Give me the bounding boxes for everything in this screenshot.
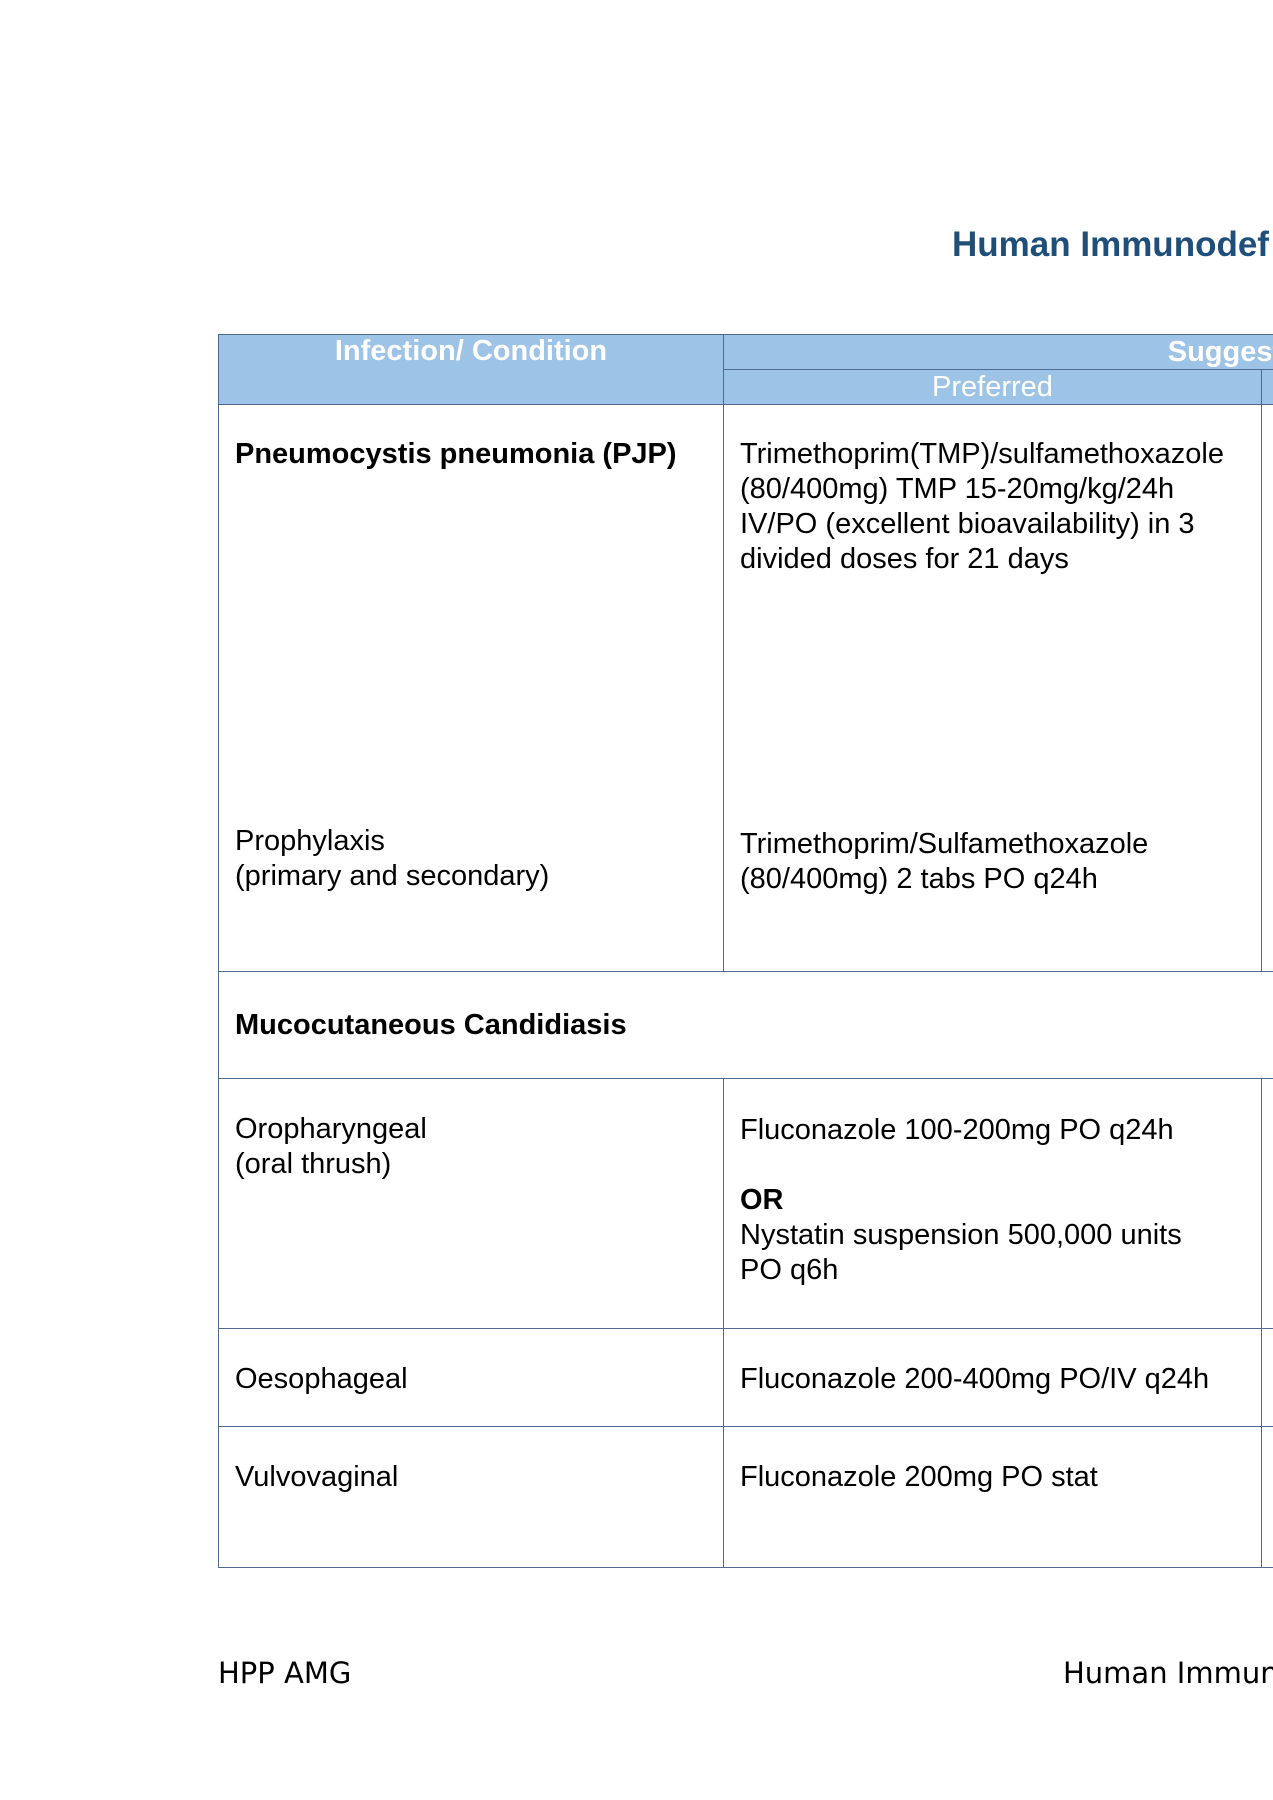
cell-candidiasis-section: Mucocutaneous Candidiasis (218, 971, 1273, 1079)
pjp-preferred-line-3: IV/PO (excellent bioavailability) in 3 (740, 508, 1195, 540)
oesophageal-regimen: Fluconazole 200-400mg PO/IV q24h (740, 1363, 1210, 1395)
header-condition: Infection/ Condition (218, 334, 724, 405)
table-row-candidiasis-section: Mucocutaneous Candidiasis (218, 971, 1273, 1079)
cell-oropharyngeal-alternative (1261, 1078, 1273, 1329)
table-header-row: Infection/ Condition Suggested (218, 334, 1273, 405)
pjp-prophylaxis-line-2: (primary and secondary) (235, 860, 550, 892)
pjp-prophylaxis-label: Prophylaxis (primary and secondary) (235, 824, 549, 894)
guideline-table-wrapper: Infection/ Condition Suggested Preferred… (218, 334, 1273, 1568)
header-suggested: Suggested (723, 334, 1273, 370)
oropharyngeal-line-1: Oropharyngeal (235, 1113, 427, 1145)
pjp-prophylaxis-line-1: Prophylaxis (235, 825, 385, 857)
table-row-pjp: Pneumocystis pneumonia (PJP) Prophylaxis… (218, 404, 1273, 972)
cell-pjp-alternative (1261, 404, 1273, 972)
cell-vulvovaginal-preferred: Fluconazole 200mg PO stat (723, 1426, 1262, 1568)
oropharyngeal-condition: Oropharyngeal (oral thrush) (219, 1079, 723, 1182)
oesophageal-condition: Oesophageal (235, 1363, 408, 1395)
vulvovaginal-regimen: Fluconazole 200mg PO stat (740, 1461, 1098, 1493)
footer-right-text: Human Immunc (1063, 1656, 1273, 1690)
cell-vulvovaginal-condition: Vulvovaginal (218, 1426, 724, 1568)
candidiasis-section-label: Mucocutaneous Candidiasis (235, 1009, 627, 1041)
vulvovaginal-condition: Vulvovaginal (235, 1461, 399, 1493)
pjp-preferred-regimen: Trimethoprim(TMP)/sulfamethoxazole (80/4… (740, 437, 1224, 577)
oropharyngeal-regimen-line-1: Fluconazole 100-200mg PO q24h (740, 1114, 1174, 1146)
oropharyngeal-line-2: (oral thrush) (235, 1148, 392, 1180)
cell-oesophageal-preferred: Fluconazole 200-400mg PO/IV q24h (723, 1328, 1262, 1427)
pjp-preferred-line-1: Trimethoprim(TMP)/sulfamethoxazole (740, 438, 1224, 470)
cell-pjp-preferred: Trimethoprim(TMP)/sulfamethoxazole (80/4… (723, 404, 1262, 972)
cell-oropharyngeal-preferred: Fluconazole 100-200mg PO q24h OR Nystati… (723, 1078, 1262, 1329)
cell-oropharyngeal-condition: Oropharyngeal (oral thrush) (218, 1078, 724, 1329)
oropharyngeal-regimen-line-3: PO q6h (740, 1254, 839, 1286)
header-preferred: Preferred (723, 369, 1262, 405)
table-row-vulvovaginal: Vulvovaginal Fluconazole 200mg PO stat (218, 1426, 1273, 1568)
header-suggested-label: Suggested (1167, 336, 1273, 368)
cell-oesophageal-alternative (1261, 1328, 1273, 1427)
oropharyngeal-regimen-line-2: Nystatin suspension 500,000 units (740, 1219, 1182, 1251)
cell-pjp-condition: Pneumocystis pneumonia (PJP) Prophylaxis… (218, 404, 724, 972)
pjp-prophylaxis-regimen: Trimethoprim/Sulfamethoxazole (80/400mg)… (740, 827, 1148, 897)
pjp-prophylaxis-regimen-line-1: Trimethoprim/Sulfamethoxazole (740, 828, 1149, 860)
cell-vulvovaginal-alternative (1261, 1426, 1273, 1568)
header-alternative (1261, 369, 1273, 405)
oropharyngeal-or-label: OR (740, 1184, 784, 1216)
pjp-condition-label: Pneumocystis pneumonia (PJP) (235, 438, 677, 470)
table-row-oesophageal: Oesophageal Fluconazole 200-400mg PO/IV … (218, 1328, 1273, 1427)
pjp-prophylaxis-regimen-line-2: (80/400mg) 2 tabs PO q24h (740, 863, 1098, 895)
table-row-oropharyngeal: Oropharyngeal (oral thrush) Fluconazole … (218, 1078, 1273, 1329)
oropharyngeal-regimen: Fluconazole 100-200mg PO q24h OR Nystati… (724, 1079, 1261, 1288)
guideline-table: Infection/ Condition Suggested Preferred… (218, 334, 1273, 1568)
cell-oesophageal-condition: Oesophageal (218, 1328, 724, 1427)
page-title: Human Immunodef (952, 225, 1269, 264)
pjp-preferred-line-2: (80/400mg) TMP 15-20mg/kg/24h (740, 473, 1175, 505)
table-subheader-row: Preferred (219, 369, 1273, 405)
footer-left-text: HPP AMG (218, 1656, 352, 1690)
pjp-preferred-line-4: divided doses for 21 days (740, 543, 1069, 575)
